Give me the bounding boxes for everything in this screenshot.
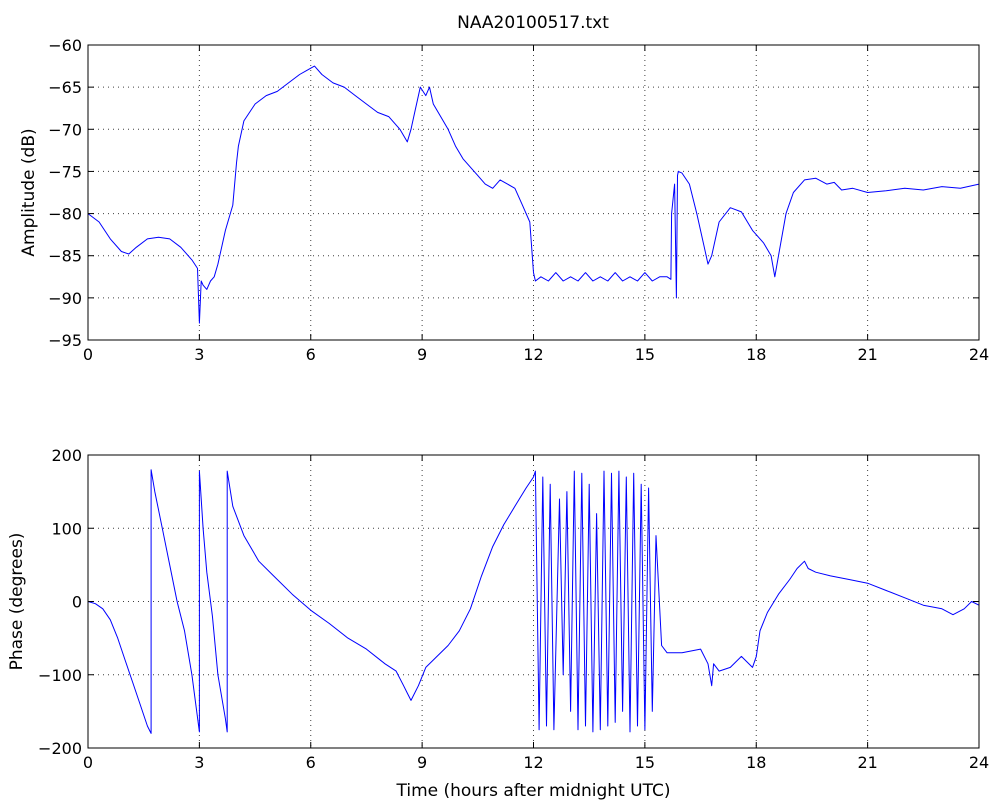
amplitude-ticks: 0 3 6 9 12 15 18 21 24 −95 −90 −85 −80 −75 −70 −65 −60 [48,36,989,364]
amplitude-x-tick-label: 0 [83,345,93,364]
phase-x-tick-label: 15 [635,753,655,772]
amplitude-x-tick-label: 24 [969,345,989,364]
phase-y-tick-label: −100 [38,666,82,685]
phase-x-tick-label: 0 [83,753,93,772]
phase-grid [88,455,979,748]
phase-x-tick-label: 24 [969,753,989,772]
amplitude-y-tick-label: −70 [48,120,82,139]
phase-ticks: 0 3 6 9 12 15 18 21 24 −200 −100 0 100 200 [38,446,989,772]
phase-x-tick-label: 3 [194,753,204,772]
amplitude-y-tick-label: −80 [48,205,82,224]
amplitude-x-tick-label: 18 [746,345,766,364]
amplitude-series-line [87,65,980,324]
phase-y-tick-label: 200 [51,446,82,465]
phase-x-tick-label: 6 [306,753,316,772]
amplitude-x-tick-label: 6 [306,345,316,364]
amplitude-y-axis-label: Amplitude (dB) [19,128,39,256]
phase-series-line [87,469,980,734]
phase-x-tick-label: 12 [523,753,543,772]
chart-title: NAA20100517.txt [457,13,609,33]
amplitude-x-tick-label: 21 [857,345,877,364]
amplitude-y-tick-label: −60 [48,36,82,55]
amplitude-x-tick-label: 9 [417,345,427,364]
amplitude-y-tick-label: −95 [48,331,82,350]
phase-y-tick-label: 100 [51,519,82,538]
amplitude-x-tick-label: 3 [194,345,204,364]
amplitude-grid [88,45,979,340]
amplitude-y-tick-label: −65 [48,78,82,97]
phase-x-tick-label: 9 [417,753,427,772]
amplitude-y-tick-label: −75 [48,162,82,181]
phase-x-tick-label: 21 [857,753,877,772]
phase-y-tick-label: 0 [72,593,82,612]
phase-panel: 0 3 6 9 12 15 18 21 24 −200 −100 0 100 200 Phase (deg… [7,446,989,801]
amplitude-y-tick-label: −85 [48,247,82,266]
phase-y-axis-label: Phase (degrees) [7,533,27,671]
phase-x-tick-label: 18 [746,753,766,772]
amplitude-panel: 0 3 6 9 12 15 18 21 24 −95 −90 −85 −80 −75 −70 −65 −60 A… [19,36,989,364]
amplitude-x-tick-label: 12 [523,345,543,364]
phase-y-tick-label: −200 [38,739,82,758]
amplitude-y-tick-label: −90 [48,289,82,308]
phase-x-axis-label: Time (hours after midnight UTC) [395,781,670,801]
amplitude-x-tick-label: 15 [635,345,655,364]
